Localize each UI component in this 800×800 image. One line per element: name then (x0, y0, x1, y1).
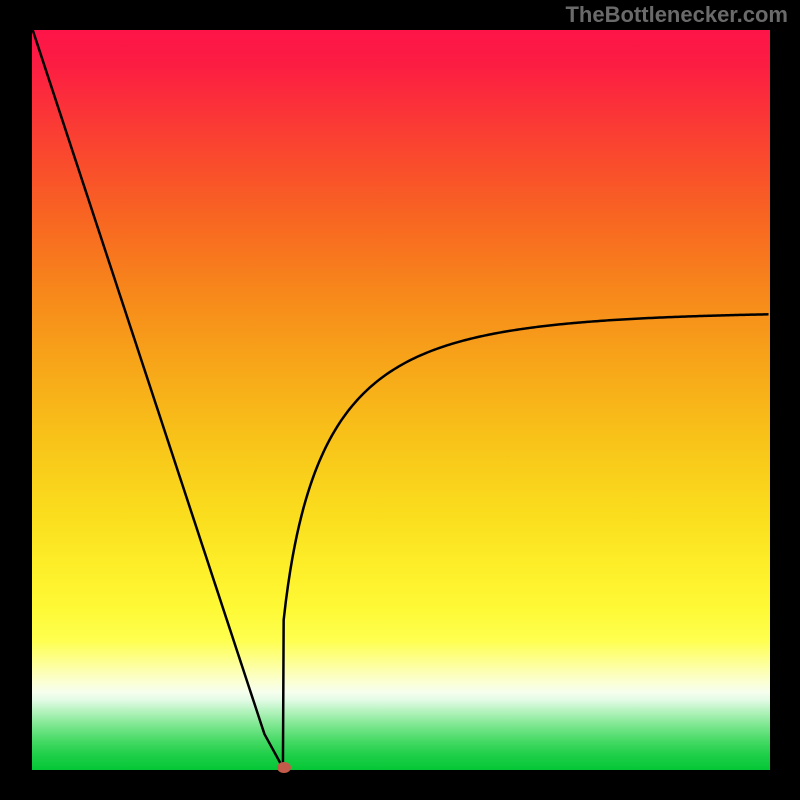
chart-container (32, 30, 770, 770)
watermark-text: TheBottlenecker.com (565, 2, 788, 28)
optimum-marker (277, 762, 291, 773)
curve-path (33, 30, 769, 768)
bottleneck-curve (32, 30, 770, 770)
